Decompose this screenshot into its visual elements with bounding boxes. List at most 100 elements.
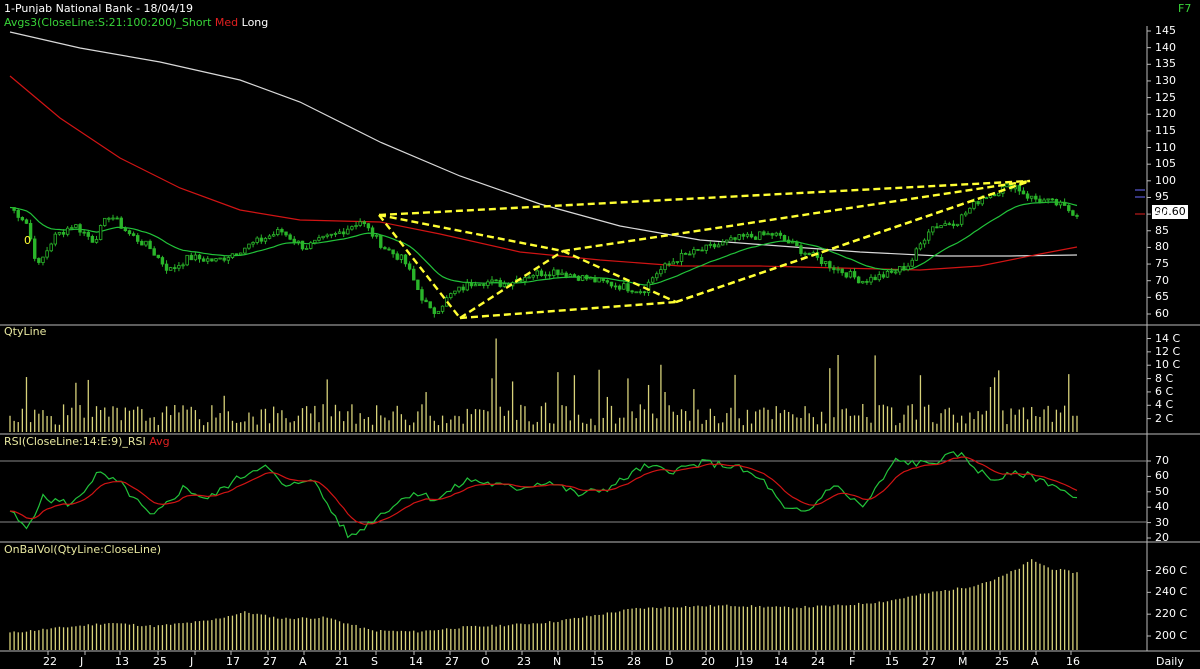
candle-body xyxy=(692,249,696,255)
candle-body xyxy=(1067,205,1071,212)
rsi-tick: 30 xyxy=(1155,515,1169,529)
candle-body xyxy=(111,217,115,220)
candle-body xyxy=(57,231,62,235)
candle-body xyxy=(383,247,387,250)
candle-body xyxy=(473,284,478,287)
pattern-line xyxy=(378,213,564,253)
pattern-line xyxy=(562,179,1031,253)
candle-body xyxy=(770,233,774,236)
time-axis-label: A xyxy=(1031,655,1039,668)
price-tick: 65 xyxy=(1155,290,1169,304)
price-tick: 100 xyxy=(1155,173,1176,187)
candle-body xyxy=(292,238,296,243)
candle-body xyxy=(243,247,247,254)
candle-body xyxy=(823,261,828,264)
candle-body xyxy=(721,241,725,246)
qty-tick: 14 C xyxy=(1155,331,1181,345)
candle-body xyxy=(461,286,465,291)
candle-body xyxy=(659,269,663,275)
candle-body xyxy=(197,254,202,260)
candle-body xyxy=(358,221,362,226)
time-axis-label: A xyxy=(299,655,307,668)
candle-body xyxy=(918,243,923,250)
candle-body xyxy=(700,249,704,252)
time-axis-label: M xyxy=(958,655,968,668)
candle-body xyxy=(86,231,90,237)
candle-body xyxy=(53,233,58,245)
rsi-tick: 60 xyxy=(1155,469,1169,483)
candle-body xyxy=(144,240,148,246)
price-tick: 75 xyxy=(1155,257,1169,271)
candle-body xyxy=(424,299,428,303)
candle-body xyxy=(267,235,272,239)
candle-body xyxy=(173,267,177,269)
candle-body xyxy=(552,269,556,276)
candle-body xyxy=(354,225,358,228)
candle-body xyxy=(1058,201,1063,206)
candle-body xyxy=(41,256,45,263)
candle-body xyxy=(103,217,107,226)
candle-body xyxy=(634,291,638,294)
candle-body xyxy=(939,225,943,229)
candle-body xyxy=(819,257,824,264)
candle-body xyxy=(78,224,82,233)
candle-body xyxy=(733,237,737,240)
candle-body xyxy=(799,245,803,254)
candle-body xyxy=(609,281,614,287)
candle-body xyxy=(490,279,494,283)
candle-body xyxy=(675,261,680,263)
candle-body xyxy=(832,267,836,271)
candle-body xyxy=(856,276,861,284)
price-tick: 90 xyxy=(1155,207,1169,221)
time-axis-label: 25 xyxy=(995,655,1009,668)
candle-body xyxy=(1054,199,1059,206)
candle-body xyxy=(547,274,552,277)
candle-body xyxy=(469,282,474,287)
candle-body xyxy=(527,276,531,279)
candle-body xyxy=(729,237,733,241)
candle-body xyxy=(239,252,243,256)
candle-body xyxy=(638,291,643,294)
qty-panel-label: QtyLine xyxy=(4,325,47,338)
candle-body xyxy=(786,239,791,244)
rsi-line xyxy=(9,451,1078,539)
candle-body xyxy=(992,194,997,197)
candle-body xyxy=(24,219,29,224)
time-axis-label: N xyxy=(553,655,562,668)
candle-body xyxy=(576,275,581,281)
price-tick: 130 xyxy=(1155,73,1176,87)
candle-body xyxy=(877,274,881,281)
zero-marker: 0 xyxy=(24,234,31,247)
candle-body xyxy=(346,228,350,235)
candle-body xyxy=(671,261,675,265)
candle-body xyxy=(959,214,964,225)
candle-body xyxy=(263,237,268,242)
time-axis-label: 22 xyxy=(43,655,57,668)
time-axis-label: 27 xyxy=(922,655,936,668)
candle-body xyxy=(201,258,206,262)
candle-body xyxy=(374,234,379,237)
candle-body xyxy=(477,284,482,286)
qty-tick: 8 C xyxy=(1155,371,1174,385)
candle-body xyxy=(910,259,914,267)
candle-body xyxy=(762,231,766,236)
candle-body xyxy=(1075,214,1079,217)
candle-body xyxy=(366,223,371,229)
price-tick: 105 xyxy=(1155,157,1176,171)
rsi-label: RSI(CloseLine:14:E:9)_RSI xyxy=(4,435,146,448)
candle-body xyxy=(49,243,53,252)
candle-body xyxy=(869,276,873,283)
candle-body xyxy=(193,254,198,261)
candle-body xyxy=(688,253,692,256)
candle-body xyxy=(531,275,535,278)
qty-tick: 10 C xyxy=(1155,358,1181,372)
time-axis-label: 14 xyxy=(774,655,788,668)
averages-legend: Avgs3(CloseLine:S:21:100:200)_Short Med … xyxy=(4,16,268,29)
candle-body xyxy=(844,272,848,278)
candle-body xyxy=(127,230,132,235)
price-tick: 60 xyxy=(1155,307,1169,320)
candle-body xyxy=(440,305,445,312)
candle-body xyxy=(1021,190,1026,195)
rsi-tick: 40 xyxy=(1155,500,1169,514)
